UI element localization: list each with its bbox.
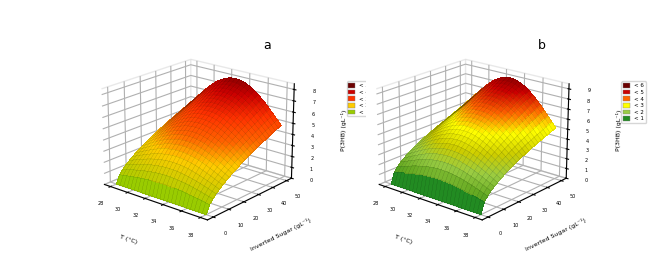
X-axis label: T (°C): T (°C) <box>119 234 138 245</box>
Y-axis label: Inverted Sugar (gL⁻¹): Inverted Sugar (gL⁻¹) <box>525 217 587 252</box>
Text: a: a <box>263 39 270 52</box>
Text: b: b <box>538 39 545 52</box>
X-axis label: T (°C): T (°C) <box>394 234 413 245</box>
Legend: < 6, < 5, < 4, < 3, < 2, < 1: < 6, < 5, < 4, < 3, < 2, < 1 <box>621 82 645 123</box>
Legend: < 5, < 4, < 3, < 2, < 1: < 5, < 4, < 3, < 2, < 1 <box>346 82 371 116</box>
Y-axis label: Inverted Sugar (gL⁻¹): Inverted Sugar (gL⁻¹) <box>250 217 313 252</box>
